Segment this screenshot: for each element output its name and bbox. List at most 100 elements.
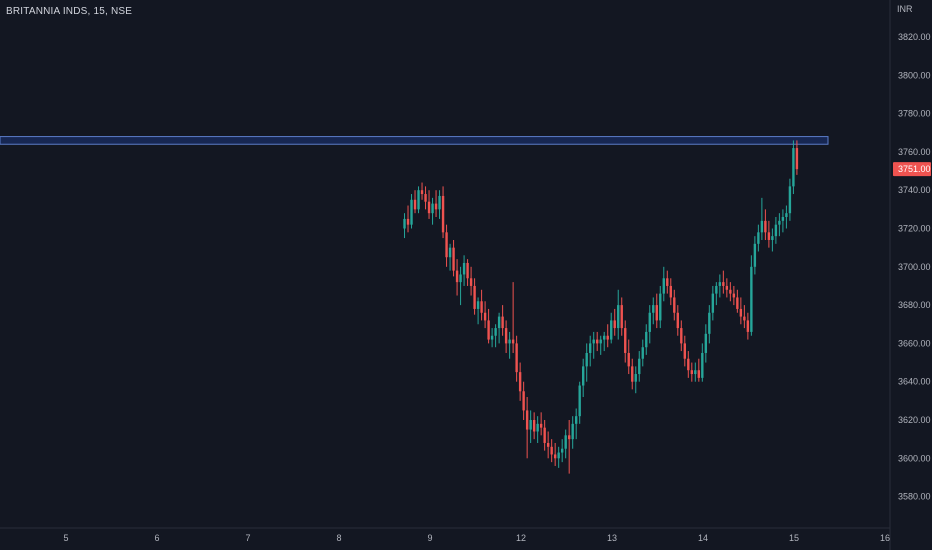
time-tick-label: 16 — [880, 533, 890, 543]
candle-body — [613, 320, 616, 329]
candle — [539, 412, 543, 436]
candle — [774, 217, 778, 244]
candle-body — [743, 316, 746, 321]
candle — [610, 312, 613, 344]
candle-body — [592, 339, 595, 344]
candle-body — [715, 285, 718, 294]
time-axis[interactable]: 5 6 7 8 9 12 13 14 15 16 — [63, 533, 890, 543]
candle-body — [785, 213, 788, 218]
candle-body — [490, 335, 494, 340]
candle — [767, 220, 771, 248]
candle-body — [459, 274, 462, 283]
candle — [557, 446, 560, 468]
candle — [459, 266, 462, 306]
candle — [760, 197, 764, 240]
time-tick-label: 13 — [607, 533, 617, 543]
candle — [550, 439, 553, 463]
candles — [403, 140, 799, 474]
candle-body — [669, 285, 672, 298]
candle-body — [546, 442, 550, 447]
candle — [624, 320, 627, 363]
candle — [641, 339, 644, 367]
candle — [606, 324, 609, 348]
candle-body — [746, 320, 750, 332]
candle — [567, 420, 571, 474]
candle — [603, 331, 606, 352]
candle — [473, 278, 476, 315]
candle-body — [532, 420, 536, 432]
candle-body — [508, 339, 511, 344]
time-tick-label: 8 — [336, 533, 341, 543]
candle-body — [539, 423, 543, 428]
candle-body — [652, 305, 655, 313]
candle-body — [757, 232, 760, 244]
candle — [438, 190, 441, 219]
price-tick-label: 3800.00 — [898, 70, 931, 80]
candle-body — [427, 201, 431, 214]
candle-body — [525, 410, 529, 430]
candle — [690, 362, 694, 382]
candle — [659, 285, 662, 329]
candle — [613, 308, 616, 336]
resistance-zone[interactable] — [0, 136, 829, 145]
candle-body — [659, 293, 662, 321]
candle — [645, 324, 648, 355]
candle-body — [574, 416, 578, 424]
candle-body — [452, 247, 455, 271]
candle — [543, 420, 546, 451]
price-tick-label: 3760.00 — [898, 147, 931, 157]
candle — [445, 224, 448, 267]
candle-body — [722, 282, 725, 286]
candle — [578, 381, 581, 424]
time-tick-label: 9 — [427, 533, 432, 543]
candle-body — [701, 352, 704, 378]
candle — [655, 293, 658, 329]
grid — [0, 0, 891, 550]
candle-body — [683, 343, 686, 359]
last-price-tag[interactable]: 3751.00 — [893, 162, 931, 177]
candle — [788, 178, 792, 221]
candle — [571, 416, 574, 449]
candle — [494, 324, 497, 348]
candle — [708, 305, 711, 344]
candle-body — [631, 366, 634, 382]
candle — [497, 312, 501, 344]
candle-body — [515, 343, 518, 373]
candle-body — [473, 285, 476, 309]
candle — [687, 351, 690, 378]
candle — [515, 335, 518, 382]
candle — [406, 205, 410, 233]
candle — [701, 343, 704, 382]
candle — [483, 301, 487, 329]
candle — [680, 320, 683, 352]
candle — [620, 297, 623, 336]
candle — [522, 381, 525, 420]
candle — [757, 224, 760, 252]
candle-body — [455, 270, 459, 283]
candle-body — [522, 391, 525, 411]
candle — [746, 312, 750, 340]
candle-body — [680, 328, 683, 344]
candle-body — [711, 293, 715, 313]
candle — [676, 305, 679, 336]
candle-body — [417, 190, 420, 210]
candle — [764, 209, 767, 240]
candle-body — [725, 285, 729, 290]
price-tick-label: 3600.00 — [898, 453, 931, 463]
candle-body — [501, 316, 504, 329]
candle-body — [666, 278, 669, 286]
candle-body — [434, 203, 438, 210]
candle-body — [645, 331, 648, 348]
candle — [490, 328, 494, 348]
candle-body — [697, 370, 701, 378]
candle — [529, 410, 532, 443]
candle-body — [788, 186, 792, 214]
candle — [448, 243, 452, 271]
candle-body — [445, 232, 448, 258]
candle-body — [564, 435, 567, 449]
candle-body — [497, 316, 501, 329]
candle — [771, 228, 774, 252]
candle — [596, 331, 599, 352]
price-axis[interactable]: INR 3820.00 3800.00 3780.00 3760.00 3740.00 37… — [893, 4, 931, 502]
